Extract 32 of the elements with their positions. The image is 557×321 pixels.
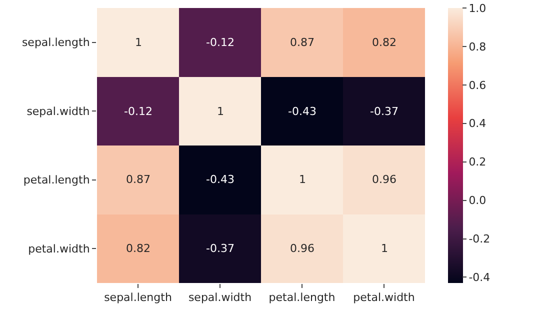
color-bar-label: 1.0 — [468, 2, 486, 15]
data-label: 1 — [135, 36, 142, 49]
data-label: -0.12 — [206, 36, 234, 49]
color-bar-label: 0.0 — [468, 194, 486, 208]
x-tick-label: petal.length — [268, 291, 336, 304]
data-label: -0.37 — [370, 105, 398, 118]
data-label: 0.96 — [290, 242, 314, 255]
color-bar-label: 0.6 — [468, 78, 486, 92]
y-tick-label: petal.width — [28, 242, 90, 256]
x-tick-label: sepal.width — [188, 291, 252, 304]
y-tick-label: sepal.width — [26, 104, 90, 118]
data-label: 0.87 — [290, 36, 314, 49]
y-tick-label: sepal.length — [22, 36, 90, 50]
data-label: -0.37 — [206, 242, 234, 255]
data-label: 1 — [381, 242, 388, 255]
color-bar-label: 0.8 — [468, 40, 486, 54]
color-bar-label: -0.2 — [468, 232, 490, 246]
data-label: 0.87 — [126, 173, 150, 186]
data-label: 0.82 — [126, 242, 150, 255]
color-bar-label: 0.2 — [468, 156, 486, 169]
data-label: -0.43 — [288, 105, 316, 118]
data-label: 1 — [299, 173, 306, 186]
data-label: 0.82 — [372, 36, 396, 49]
data-label: -0.12 — [124, 105, 152, 118]
data-label: 1 — [217, 105, 224, 118]
y-tick-label: petal.length — [23, 174, 90, 187]
x-tick-label: petal.width — [353, 291, 415, 304]
x-tick-label: sepal.length — [104, 291, 172, 304]
data-label: 0.96 — [372, 173, 396, 186]
color-bar-label: -0.4 — [468, 271, 490, 284]
color-bar-label: 0.4 — [468, 117, 486, 130]
data-label: -0.43 — [206, 173, 234, 186]
